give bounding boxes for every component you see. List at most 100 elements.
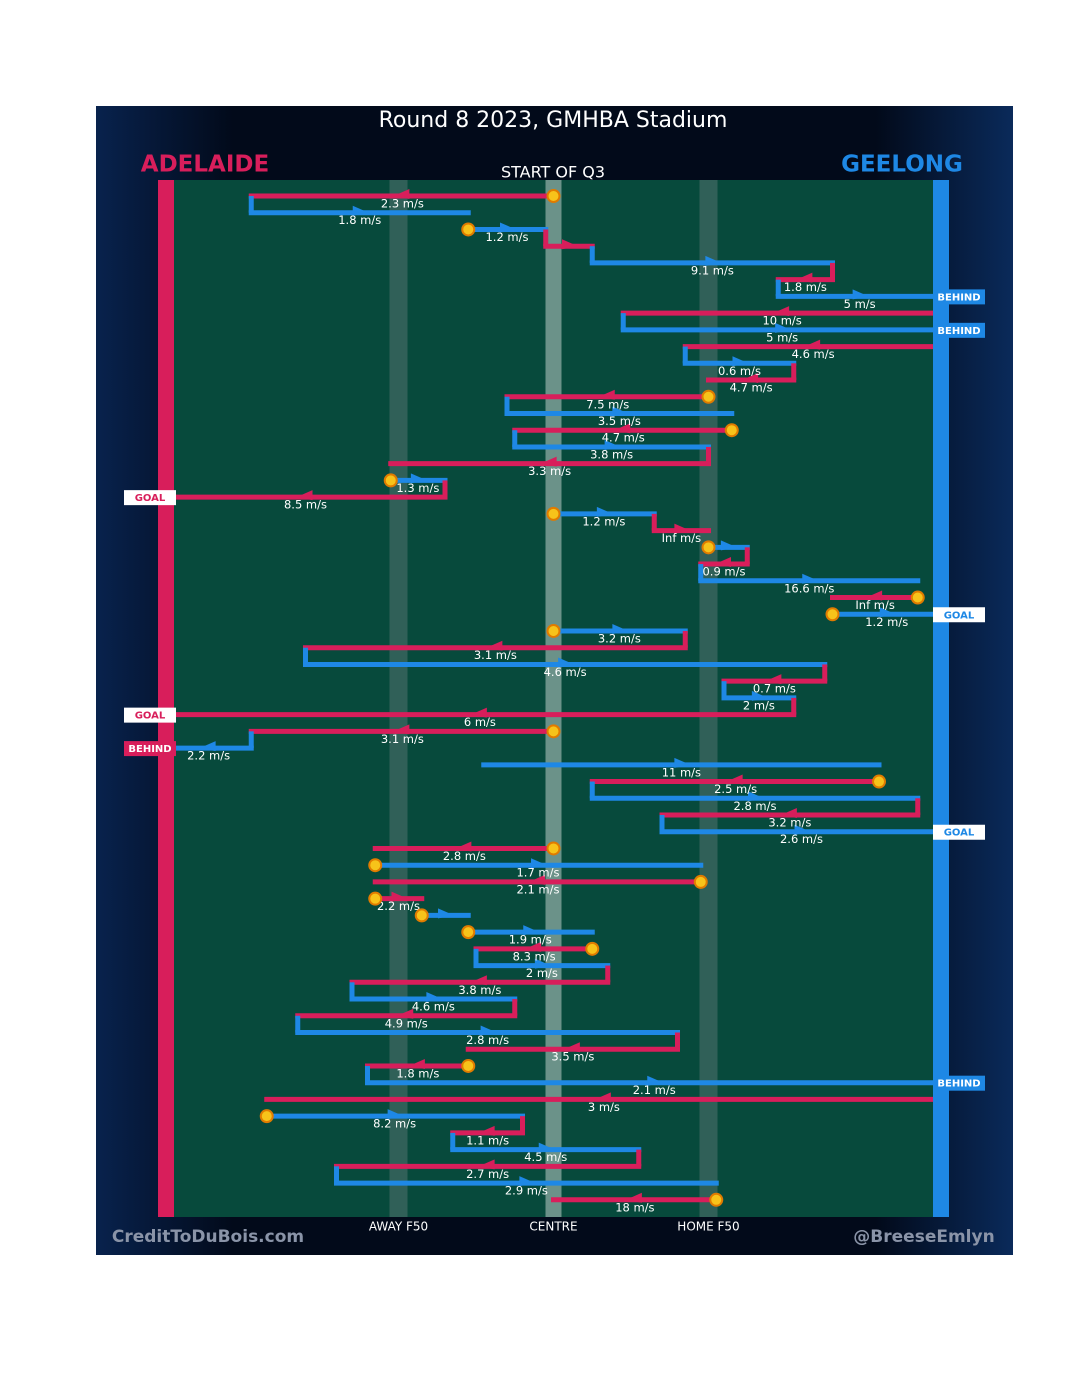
outcome-label: GOAL — [135, 711, 166, 722]
speed-label: 2 m/s — [526, 966, 558, 980]
chart-title: Round 8 2023, GMHBA Stadium — [379, 108, 728, 133]
outcome-box — [124, 490, 176, 506]
speed-label: 2.1 m/s — [633, 1083, 676, 1097]
speed-label: 1.8 m/s — [338, 213, 381, 227]
arrow — [480, 1025, 497, 1036]
stoppage — [546, 841, 561, 856]
arrow — [199, 741, 216, 752]
stoppage — [825, 607, 840, 622]
stoppage — [872, 774, 886, 789]
speed-label: 2.9 m/s — [505, 1184, 548, 1198]
stoppage — [724, 423, 739, 438]
outcome-label: BEHIND — [128, 744, 171, 755]
outcome-box — [933, 289, 985, 305]
arrow — [478, 1159, 495, 1170]
speed-label: 3 m/s — [588, 1100, 620, 1114]
speed-label: 2.5 m/s — [714, 782, 757, 796]
arrow — [438, 908, 454, 919]
arrow — [748, 791, 764, 802]
stoppage — [383, 473, 398, 488]
arrow — [563, 1042, 580, 1053]
arrow — [410, 473, 427, 484]
arrow — [470, 975, 487, 986]
team-name: ADELAIDE — [141, 152, 269, 178]
speed-label: 5 m/s — [844, 297, 876, 311]
speed-label: 3.1 m/s — [474, 648, 517, 662]
speed-label: 4.6 m/s — [544, 665, 587, 679]
stoppage — [546, 189, 561, 203]
stoppage — [461, 1058, 476, 1073]
speed-label: 4.5 m/s — [524, 1150, 567, 1164]
stoppage — [461, 925, 476, 940]
speed-label: 8.3 m/s — [513, 949, 556, 963]
speed-label: 6 m/s — [464, 715, 496, 729]
speed-label: 1.8 m/s — [396, 1066, 439, 1080]
arrow — [775, 322, 792, 333]
speed-label: 16.6 m/s — [784, 581, 834, 595]
goal-bar — [158, 180, 174, 1217]
speed-label: 2.7 m/s — [466, 1167, 509, 1181]
outcome-label: BEHIND — [937, 292, 980, 303]
zone-line — [545, 180, 562, 1217]
arrow — [525, 941, 542, 952]
zone-line — [699, 180, 718, 1217]
outcome-box — [124, 707, 176, 723]
arrow — [534, 958, 551, 969]
arrow — [486, 640, 503, 651]
speed-label: 2.6 m/s — [780, 832, 823, 846]
speed-label: 0.6 m/s — [718, 364, 761, 378]
stoppage — [585, 941, 600, 956]
outcome-box — [933, 1075, 985, 1091]
speed-label: 2.8 m/s — [733, 799, 776, 813]
speed-label: 4.7 m/s — [602, 431, 645, 445]
stoppage — [546, 724, 561, 739]
arrow — [804, 339, 821, 350]
stoppage — [414, 908, 429, 923]
speed-label: Inf m/s — [855, 598, 894, 612]
stoppage — [368, 858, 383, 873]
outcome-label: BEHIND — [937, 326, 980, 337]
outcome-box — [933, 322, 985, 338]
arrow — [352, 205, 369, 216]
footer-credit: CreditToDuBois.com — [112, 1227, 304, 1247]
speed-label: 3.5 m/s — [598, 414, 641, 428]
speed-label: 2 m/s — [743, 698, 775, 712]
stoppage — [701, 540, 716, 555]
speed-label: 11 m/s — [662, 765, 701, 779]
speed-label: 3.2 m/s — [598, 631, 641, 645]
speed-label: 2.3 m/s — [381, 197, 424, 211]
speed-label: 0.7 m/s — [753, 682, 796, 696]
arrow — [794, 824, 811, 835]
speed-label: 1.9 m/s — [509, 933, 552, 947]
speed-label: 5 m/s — [766, 330, 798, 344]
arrow — [705, 255, 722, 266]
speed-label: 4.7 m/s — [730, 381, 773, 395]
arrow — [391, 891, 408, 902]
arrow — [500, 222, 516, 233]
speed-label: 3.5 m/s — [551, 1050, 594, 1064]
arrow — [596, 506, 613, 517]
outcome-label: GOAL — [944, 610, 975, 621]
outcome-label: BEHIND — [937, 1079, 980, 1090]
speed-label: 3.3 m/s — [528, 464, 571, 478]
arrow — [879, 607, 896, 618]
speed-label: 4.6 m/s — [792, 347, 835, 361]
goal-bar — [933, 180, 949, 1217]
stoppage — [546, 623, 561, 638]
speed-label: 2.1 m/s — [516, 882, 559, 896]
arrow — [540, 456, 557, 467]
arrow — [625, 1192, 642, 1203]
speed-label: Inf m/s — [662, 531, 701, 545]
subtitle: START OF Q3 — [501, 163, 605, 182]
arrow — [732, 356, 749, 367]
speed-label: 2.8 m/s — [466, 1033, 509, 1047]
stoppage — [461, 222, 476, 237]
arrow — [387, 1109, 404, 1120]
arrow — [594, 1092, 611, 1103]
arrow — [562, 239, 578, 250]
arrow — [529, 874, 545, 885]
arrow — [726, 774, 743, 785]
speed-label: 3.2 m/s — [768, 816, 811, 830]
stoppage — [701, 389, 716, 404]
